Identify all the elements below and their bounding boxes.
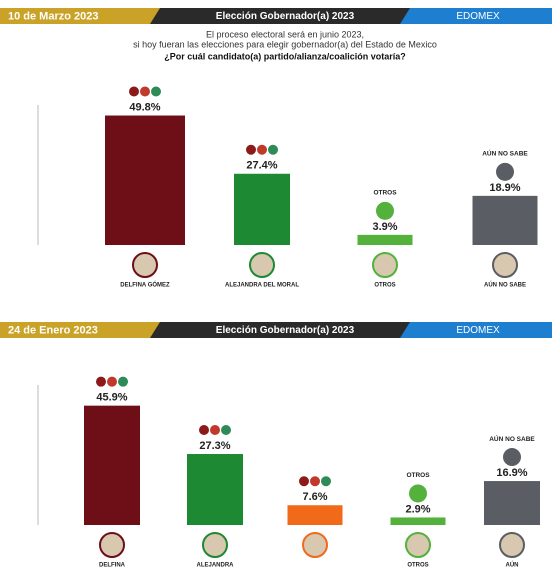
category-label: OTROS — [374, 283, 395, 289]
party-logo — [321, 476, 331, 487]
candidate-photo — [202, 532, 228, 558]
header-region: EDOMEX — [456, 11, 500, 22]
party-logo — [96, 376, 106, 387]
value-label: 27.3% — [199, 440, 230, 452]
party-logo — [299, 476, 309, 487]
header-region: EDOMEX — [456, 325, 500, 336]
bar — [484, 481, 540, 525]
party-logo — [151, 86, 161, 97]
candidate-photo — [405, 532, 431, 558]
header-title: Elección Gobernador(a) 2023 — [216, 11, 355, 22]
category-label: DELFINA — [99, 563, 126, 568]
header-date-bg — [0, 8, 160, 24]
party-logo — [257, 144, 267, 155]
header-title: Elección Gobernador(a) 2023 — [216, 325, 355, 336]
top-label: OTROS — [406, 472, 430, 479]
value-label: 27.4% — [246, 160, 277, 172]
party-logo — [118, 376, 128, 387]
icon — [376, 201, 394, 220]
header-region-bg — [400, 8, 552, 24]
question: ¿Por cuál candidato(a) partido/alianza/c… — [164, 51, 406, 61]
candidate-photo — [499, 532, 525, 558]
value-label: 18.9% — [489, 182, 520, 194]
icon — [496, 162, 514, 181]
party-logo — [221, 425, 231, 436]
subtitle: si hoy fueran las elecciones para elegir… — [133, 39, 437, 49]
value-label: 2.9% — [405, 503, 430, 515]
bar — [390, 517, 446, 525]
icon — [503, 448, 521, 467]
party-logo — [268, 144, 278, 155]
category-label: AÚN NO SABE — [484, 282, 526, 289]
category-label: ALEJANDRA — [196, 563, 234, 568]
category-label: DELFINA GÓMEZ — [120, 281, 170, 289]
header-date-bg — [0, 322, 160, 338]
candidate-photo — [99, 532, 125, 558]
candidate-photo — [249, 252, 275, 278]
candidate-photo — [492, 252, 518, 278]
party-logo — [107, 376, 117, 387]
bar — [105, 115, 185, 246]
value-label: 45.9% — [96, 392, 127, 404]
value-label: 7.6% — [302, 491, 327, 503]
party-logo — [210, 425, 220, 436]
value-label: 3.9% — [372, 221, 397, 233]
party-logo — [246, 144, 256, 155]
value-label: 16.9% — [496, 467, 527, 479]
header-date: 24 de Enero 2023 — [8, 324, 98, 336]
party-logo — [310, 476, 320, 487]
bar — [472, 195, 538, 245]
party-logo — [129, 86, 139, 97]
header-date: 10 de Marzo 2023 — [8, 10, 99, 22]
icon — [409, 484, 427, 503]
category-label: OTROS — [407, 563, 428, 568]
category-label: AÚN — [506, 562, 519, 568]
top-label: OTROS — [373, 190, 397, 197]
top-label: AÚN NO SABE — [482, 149, 528, 158]
top-label: AÚN NO SABE — [489, 434, 535, 443]
bar — [287, 505, 343, 525]
candidate-photo — [132, 252, 158, 278]
candidate-photo — [372, 252, 398, 278]
candidate-photo — [302, 532, 328, 558]
bar — [187, 454, 243, 525]
party-logo — [199, 425, 209, 436]
party-logo — [140, 86, 150, 97]
category-label: ALEJANDRA DEL MORAL — [225, 283, 299, 289]
value-label: 49.8% — [129, 101, 160, 113]
bar — [234, 173, 290, 245]
bar — [84, 405, 140, 525]
bar — [357, 234, 413, 245]
header-region-bg — [400, 322, 552, 338]
subtitle: El proceso electoral será en junio 2023, — [206, 29, 364, 39]
